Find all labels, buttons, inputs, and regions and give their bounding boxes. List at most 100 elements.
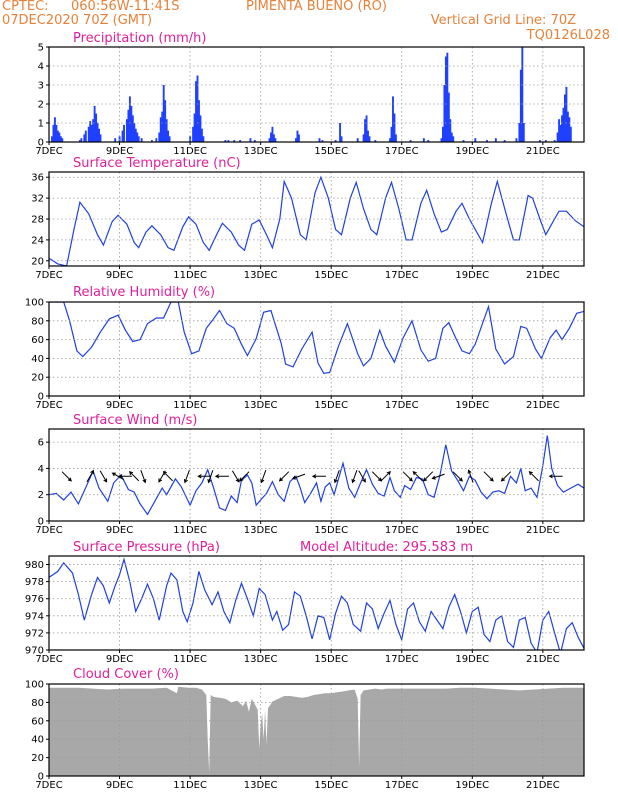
precipitation-bar <box>150 140 153 142</box>
cloud-cover-ytick-label: 20 <box>31 753 44 764</box>
surface-pressure-ytick-label: 974 <box>25 611 44 622</box>
precipitation-bar <box>195 81 197 142</box>
precipitation-xtick-label: 13DEC <box>244 146 278 157</box>
surface-wind-xtick-label: 11DEC <box>173 525 207 536</box>
precipitation-bar <box>393 113 396 142</box>
temperature-xtick-label: 17DEC <box>385 270 419 281</box>
wind-arrow <box>214 474 229 479</box>
precipitation-bar <box>52 124 55 142</box>
relative-humidity-xtick-label: 17DEC <box>385 400 419 411</box>
surface-pressure-xtick-label: 7DEC <box>35 654 62 665</box>
precipitation-bar <box>274 138 277 142</box>
precipitation-bar <box>158 132 161 142</box>
surface-wind-xtick-label: 17DEC <box>385 525 419 536</box>
precipitation-bar <box>450 132 453 142</box>
precipitation-bar <box>390 126 393 142</box>
cloud-cover-frame <box>48 683 585 777</box>
precipitation-bar <box>409 140 412 142</box>
wind-arrow <box>351 470 358 484</box>
relative-humidity-xtick-label: 21DEC <box>526 400 560 411</box>
precipitation-bar <box>134 128 137 142</box>
wind-arrow <box>500 471 512 482</box>
precipitation-ytick-label: 2 <box>38 100 44 111</box>
temperature-xtick-label: 9DEC <box>106 270 133 281</box>
surface-pressure-xtick-label: 9DEC <box>106 654 133 665</box>
wind-arrow <box>207 470 214 484</box>
precipitation-bar <box>83 134 86 142</box>
precipitation-bar <box>374 140 377 142</box>
temperature-ytick-label: 24 <box>31 235 44 246</box>
precipitation-bar <box>200 128 203 142</box>
wind-arrow <box>86 469 94 483</box>
temperature-xtick-label: 15DEC <box>314 270 348 281</box>
precipitation-bar <box>297 134 300 142</box>
precipitation-bar <box>440 138 443 142</box>
precipitation-bar <box>55 124 58 142</box>
precipitation-bar <box>84 130 87 142</box>
precipitation-xtick-label: 11DEC <box>173 146 207 157</box>
precipitation-bar <box>224 140 227 142</box>
precipitation-ytick-label: 3 <box>38 81 44 92</box>
precipitation-bar <box>272 134 275 142</box>
precipitation-bar <box>389 138 391 142</box>
relative-humidity-ytick-label: 60 <box>31 335 44 346</box>
precipitation-xtick-label: 9DEC <box>106 146 133 157</box>
wind-arrow <box>548 474 563 479</box>
precipitation-bar <box>449 119 452 142</box>
precipitation-bar <box>164 100 167 142</box>
precipitation-bar <box>61 138 64 142</box>
wind-arrow <box>371 471 383 482</box>
precipitation-bar <box>96 123 99 142</box>
temperature-xtick-label: 19DEC <box>455 270 489 281</box>
precipitation-bar <box>123 124 125 142</box>
precipitation-bar <box>165 119 168 142</box>
surface-wind-ytick-label: 4 <box>38 464 44 475</box>
surface-wind-ytick-label: 6 <box>38 438 44 449</box>
surface-wind-xtick-label: 9DEC <box>106 525 133 536</box>
surface-wind-xtick-label: 13DEC <box>244 525 278 536</box>
precipitation-bar <box>78 140 81 142</box>
precipitation-bar <box>168 136 171 142</box>
cloud-cover-xtick-label: 19DEC <box>455 780 489 791</box>
surface-pressure-annotation: Model Altitude: 295.583 m <box>300 540 473 555</box>
precipitation-bar <box>127 109 130 142</box>
precipitation-bar <box>98 128 100 142</box>
precipitation-bar <box>87 126 90 142</box>
precipitation-bar <box>447 92 450 142</box>
temperature-xtick-label: 11DEC <box>173 270 207 281</box>
precipitation-bar <box>198 100 200 142</box>
precipitation-bar <box>518 123 521 142</box>
surface-wind-xtick-label: 21DEC <box>526 525 560 536</box>
cloud-cover-xtick-label: 21DEC <box>526 780 560 791</box>
surface-wind-xtick-label: 7DEC <box>35 525 62 536</box>
precipitation-bar <box>136 132 139 142</box>
precipitation-xtick-label: 21DEC <box>526 146 560 157</box>
precipitation-bar <box>519 69 522 142</box>
cloud-cover-ytick-label: 40 <box>31 735 44 746</box>
precipitation-bar <box>296 130 299 142</box>
precipitation-bar <box>356 138 359 142</box>
relative-humidity-xtick-label: 13DEC <box>244 400 278 411</box>
relative-humidity-ytick-label: 40 <box>31 354 44 365</box>
cloud-cover-xtick-label: 13DEC <box>244 780 278 791</box>
precipitation-xtick-label: 19DEC <box>455 146 489 157</box>
surface-pressure-xtick-label: 13DEC <box>244 654 278 665</box>
relative-humidity-xtick-label: 7DEC <box>35 400 62 411</box>
wind-arrow <box>197 474 212 479</box>
temperature-ytick-label: 28 <box>31 215 44 226</box>
precipitation-bar <box>503 140 506 142</box>
wind-arrow <box>260 470 267 484</box>
precipitation-xtick-label: 15DEC <box>314 146 348 157</box>
wind-arrow <box>231 470 240 483</box>
precipitation-bar <box>295 138 297 142</box>
wind-arrow <box>278 471 290 482</box>
relative-humidity-xtick-label: 19DEC <box>455 400 489 411</box>
cloud-cover-ytick-label: 80 <box>31 698 44 709</box>
precipitation-bar <box>367 130 369 142</box>
run-time-label: 07DEC2020 70Z (GMT) <box>2 13 153 28</box>
precipitation-bar <box>566 111 569 142</box>
surface-pressure-xtick-label: 21DEC <box>526 654 560 665</box>
wind-arrow <box>333 470 340 484</box>
wind-arrow <box>380 470 391 482</box>
